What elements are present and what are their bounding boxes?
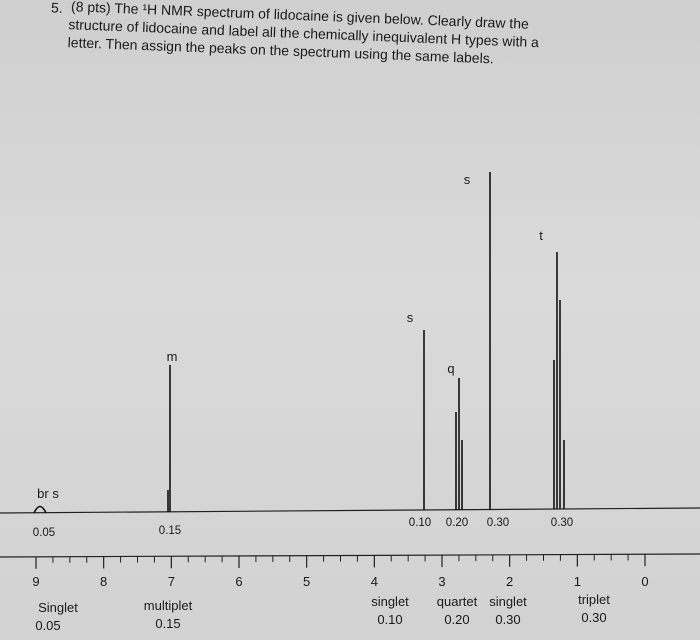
axis-label: 1 [574, 574, 581, 589]
axis-label: 9 [32, 574, 39, 589]
integration: 0.30 [495, 612, 520, 627]
question-number: 5. [51, 0, 63, 16]
peak-label: q [447, 361, 454, 376]
peak-label: t [539, 228, 543, 243]
integration: 0.20 [444, 612, 469, 627]
peak-label: m [167, 349, 178, 364]
integration-label: 0.15 [159, 525, 181, 537]
integration-label: 0.05 [33, 527, 55, 539]
peak-label: s [464, 172, 471, 187]
axis-label: 7 [168, 574, 175, 589]
peak [33, 505, 47, 514]
peak-label: s [407, 310, 414, 325]
multiplicity: multiplet [144, 598, 193, 613]
question: 5. (8 pts) The ¹H NMR spectrum of lidoca… [51, 0, 540, 66]
integration: 0.30 [581, 610, 606, 625]
axis-label: 8 [100, 574, 107, 589]
axis-label: 2 [506, 574, 513, 589]
axis-label: 0 [641, 574, 648, 589]
integration: 0.05 [35, 618, 60, 633]
axis-label: 4 [371, 574, 378, 589]
peak-label: br s [37, 486, 59, 501]
axis-label: 5 [303, 574, 310, 589]
integration-label: 0.20 [446, 517, 468, 529]
integration: 0.10 [377, 612, 402, 627]
multiplicity: singlet [489, 594, 527, 609]
integration-label: 0.30 [487, 517, 509, 529]
multiplicity: singlet [371, 594, 409, 609]
integration-label: 0.10 [409, 517, 431, 529]
multiplicity: quartet [437, 594, 478, 609]
axis-label: 6 [235, 574, 242, 589]
baseline [0, 507, 700, 514]
multiplicity: triplet [578, 592, 610, 607]
integration-label: 0.30 [551, 517, 573, 529]
axis-line [0, 553, 700, 558]
integration: 0.15 [155, 616, 180, 631]
axis-label: 3 [438, 574, 445, 589]
peaks [33, 172, 565, 514]
labels: br s m s q s t 0.05 0.15 0.10 0.20 0.30 0.30 9 8 7 6 5 4 3… [32, 172, 648, 633]
multiplicity: Singlet [38, 600, 78, 615]
